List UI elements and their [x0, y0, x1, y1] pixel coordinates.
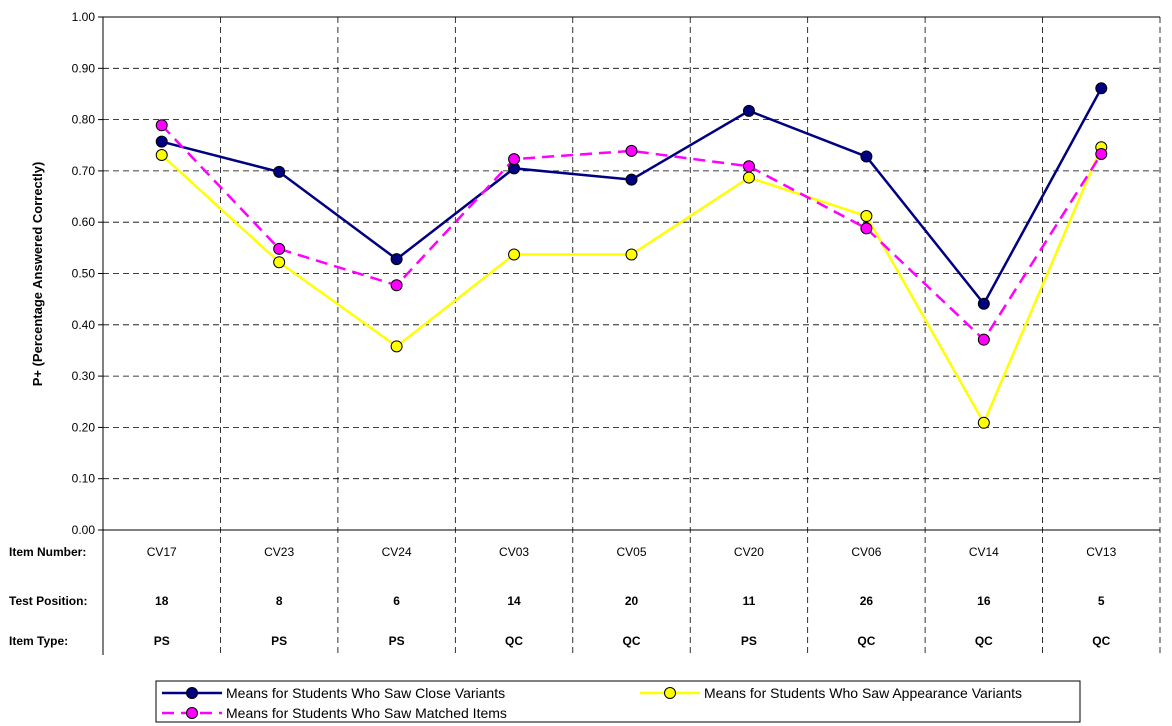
data-point	[390, 253, 403, 266]
table-cell: 11	[743, 594, 756, 608]
table-cell: 18	[155, 594, 169, 608]
legend-box	[155, 680, 1081, 723]
x-tick-label: CV17	[147, 545, 177, 559]
data-point	[390, 279, 403, 292]
table-cell: 8	[276, 594, 283, 608]
legend-entry: Means for Students Who Saw Close Variant…	[226, 685, 505, 701]
y-tick-label: 1.00	[72, 10, 96, 24]
y-tick-label: 0.30	[72, 369, 96, 383]
table-row-label: Item Type:	[9, 634, 68, 648]
category-table: Item Number: CV17 CV23 CV24 CV03 CV05 CV20 CV06…	[9, 545, 1117, 648]
x-tick-label: CV13	[1086, 545, 1116, 559]
data-point	[860, 210, 873, 223]
legend-swatch-marker	[186, 707, 198, 719]
legend-entry: Means for Students Who Saw Appearance Va…	[704, 685, 1022, 701]
legend-swatch-marker	[664, 687, 676, 699]
data-point	[155, 148, 168, 161]
data-point	[273, 165, 286, 178]
data-point	[977, 333, 990, 346]
legend: Means for Students Who Saw Close Variant…	[155, 680, 1081, 723]
y-tick-label: 0.60	[72, 215, 96, 229]
data-point	[742, 104, 755, 117]
data-point	[742, 171, 755, 184]
y-axis-title: P+ (Percentage Answered Correctly)	[30, 162, 45, 387]
data-point	[625, 173, 638, 186]
legend-swatch-marker	[186, 687, 198, 699]
table-cell: QC	[505, 634, 523, 648]
table-cell: 16	[977, 594, 991, 608]
table-cell: QC	[975, 634, 993, 648]
legend-entry: Means for Students Who Saw Matched Items	[226, 705, 507, 721]
data-point	[508, 153, 521, 166]
x-tick-label: CV20	[734, 545, 764, 559]
data-point	[1095, 147, 1108, 160]
table-cell: QC	[857, 634, 875, 648]
data-point	[977, 416, 990, 429]
grid-lines	[103, 16, 1161, 655]
table-cell: PS	[389, 634, 405, 648]
table-row-label: Test Position:	[9, 594, 87, 608]
x-tick-label: CV23	[264, 545, 294, 559]
y-tick-label: 0.50	[72, 267, 96, 281]
table-cell: 6	[393, 594, 400, 608]
data-point	[625, 144, 638, 157]
y-tick-labels: 0.00 0.10 0.20 0.30 0.40 0.50 0.60 0.70 0.80 0.90…	[72, 10, 96, 537]
data-point	[390, 340, 403, 353]
data-point	[860, 150, 873, 163]
data-point	[508, 248, 521, 261]
x-tick-label: CV14	[969, 545, 999, 559]
table-cell: PS	[741, 634, 757, 648]
data-point	[742, 160, 755, 173]
axes	[98, 16, 1160, 655]
data-point	[155, 135, 168, 148]
table-cell: QC	[623, 634, 641, 648]
y-tick-label: 0.20	[72, 420, 96, 434]
data-point	[155, 119, 168, 132]
data-point	[273, 256, 286, 269]
y-tick-label: 0.70	[72, 164, 96, 178]
series-lines	[155, 82, 1108, 429]
series-line	[160, 124, 1103, 342]
y-tick-label: 0.90	[72, 61, 96, 75]
y-tick-label: 0.80	[72, 113, 96, 127]
y-tick-label: 0.00	[72, 523, 96, 537]
table-cell: PS	[154, 634, 170, 648]
x-tick-label: CV24	[382, 545, 412, 559]
table-cell: 5	[1098, 594, 1105, 608]
table-cell: PS	[271, 634, 287, 648]
table-cell: 26	[860, 594, 874, 608]
y-tick-label: 0.40	[72, 318, 96, 332]
table-row-label: Item Number:	[9, 545, 86, 559]
data-point	[625, 248, 638, 261]
x-tick-label: CV03	[499, 545, 529, 559]
series-line	[161, 87, 1103, 307]
data-point	[860, 222, 873, 235]
x-tick-label: CV06	[851, 545, 881, 559]
table-cell: 14	[507, 594, 521, 608]
table-cell: 20	[625, 594, 639, 608]
data-point	[977, 297, 990, 310]
data-point	[273, 242, 286, 255]
table-cell: QC	[1092, 634, 1110, 648]
data-point	[1095, 82, 1108, 95]
x-tick-label: CV05	[616, 545, 646, 559]
y-tick-label: 0.10	[72, 472, 96, 486]
